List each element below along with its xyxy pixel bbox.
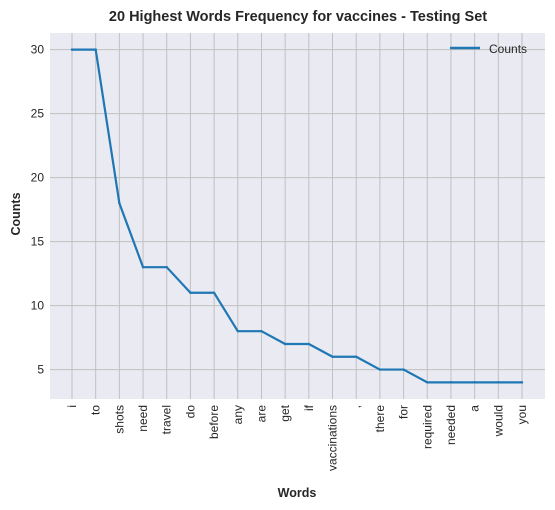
y-axis-ticks: 5 10 15 20 25 30 [31, 43, 45, 377]
y-tick-label: 20 [31, 171, 45, 185]
legend: Counts [450, 42, 527, 56]
data-point [70, 48, 74, 51]
data-point [236, 329, 239, 333]
data-point [449, 381, 453, 384]
plot-area [50, 33, 545, 399]
x-tick-label: get [278, 404, 292, 421]
data-point [402, 368, 405, 371]
data-point [118, 202, 121, 205]
x-tick-label: before [207, 405, 221, 439]
data-point [497, 381, 500, 384]
x-tick-label: , [349, 405, 363, 408]
data-point [212, 291, 216, 294]
x-tick-label: to [89, 405, 103, 415]
x-tick-label: would [491, 405, 505, 437]
x-tick-label: there [373, 405, 387, 433]
data-point [165, 265, 168, 269]
x-tick-label: travel [160, 405, 174, 434]
data-point [283, 342, 287, 346]
x-tick-label: need [136, 405, 150, 432]
x-axis-label: Words [278, 486, 317, 500]
data-point [426, 381, 429, 384]
data-point [378, 368, 382, 371]
x-tick-label: required [420, 405, 434, 449]
chart-title: 20 Highest Words Frequency for vaccines … [109, 9, 487, 25]
data-point [94, 48, 97, 51]
x-tick-label: are [254, 405, 268, 423]
data-point [331, 355, 334, 358]
data-point [520, 381, 524, 384]
data-point [355, 355, 358, 358]
series-line-counts [70, 48, 524, 384]
x-tick-label: i [65, 405, 79, 408]
x-tick-label: you [515, 405, 529, 424]
data-point [260, 329, 263, 333]
y-axis-label: Counts [9, 192, 23, 235]
y-tick-label: 5 [37, 363, 44, 377]
x-tick-label: vaccinations [326, 405, 340, 471]
data-point [473, 381, 476, 384]
x-tick-label: shots [112, 405, 126, 434]
x-tick-label: a [468, 405, 482, 412]
x-tick-label: if [302, 404, 316, 411]
x-axis-ticks: i to shots need travel do before any are get if vac… [65, 404, 529, 471]
y-tick-label: 15 [31, 235, 45, 249]
y-tick-label: 25 [31, 107, 45, 121]
x-tick-label: do [183, 405, 197, 419]
series-layer [70, 48, 524, 384]
x-tick-label: needed [444, 405, 458, 445]
legend-label-counts: Counts [489, 42, 527, 56]
x-tick-label: for [397, 405, 411, 419]
data-point [141, 265, 145, 269]
y-tick-label: 30 [31, 43, 45, 57]
data-point [189, 291, 192, 294]
data-point [307, 342, 311, 346]
y-tick-label: 10 [31, 299, 45, 313]
x-tick-label: any [231, 405, 245, 424]
